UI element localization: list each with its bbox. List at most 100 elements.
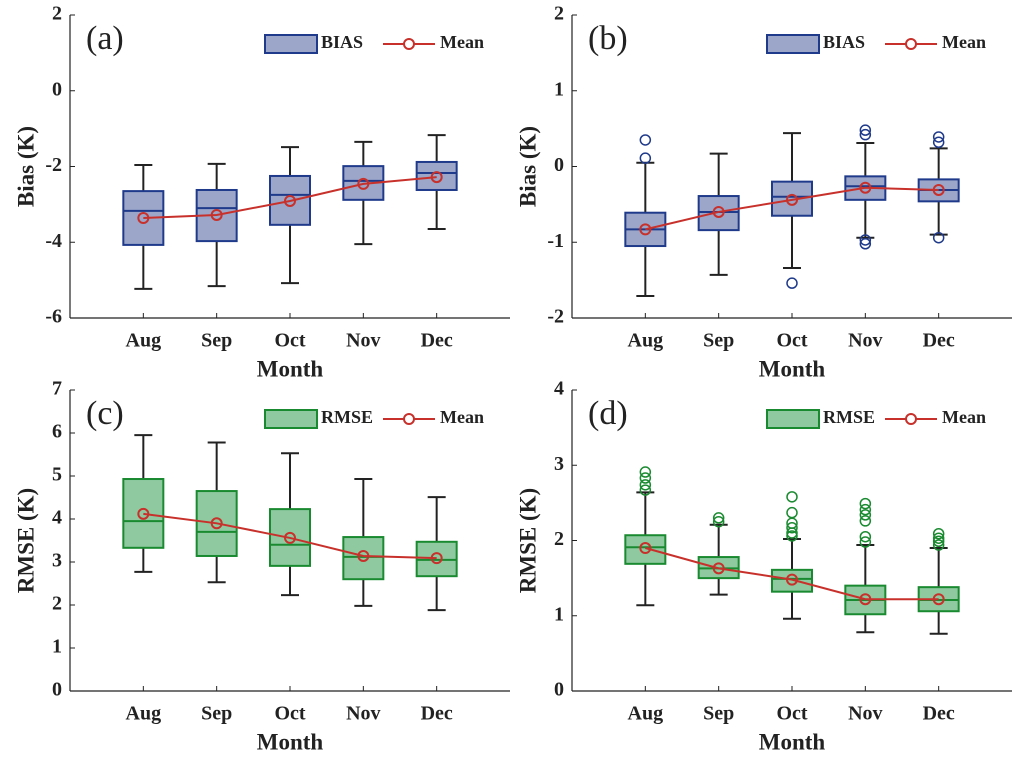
- mean-marker: [712, 205, 725, 218]
- y-tick-label: -1: [547, 230, 564, 252]
- y-tick-label: 1: [52, 636, 62, 658]
- box: [342, 536, 385, 581]
- legend-label: Mean: [440, 32, 484, 52]
- y-tick-label: 2: [52, 3, 62, 25]
- x-tick-label: Nov: [346, 330, 380, 352]
- legend-marker: [403, 413, 415, 425]
- x-tick-label: Sep: [703, 703, 734, 725]
- panel: 0 1 2 3 4 Aug Sep Oct Nov Dec Month RMSE (K) (d) RMSE…: [515, 378, 1012, 754]
- mean-marker: [357, 177, 370, 190]
- outlier: [932, 131, 945, 143]
- y-tick-label: 2: [554, 528, 564, 550]
- outlier: [859, 515, 872, 527]
- y-tick-label: 0: [52, 679, 62, 701]
- box: [624, 534, 667, 565]
- mean-marker: [786, 573, 798, 586]
- y-axis-title: Bias (K): [13, 126, 38, 207]
- x-tick-label: Sep: [201, 703, 232, 725]
- outlier: [859, 128, 872, 141]
- outlier: [932, 532, 945, 544]
- panel: -6 -4 -2 0 2 Aug Sep Oct Nov Dec Month Bias (K) (a) B…: [13, 3, 510, 381]
- outlier: [859, 503, 872, 516]
- x-tick-label: Sep: [703, 330, 734, 352]
- y-tick-label: 0: [52, 78, 62, 100]
- mean-line: [143, 512, 437, 560]
- y-tick-label: 4: [554, 378, 564, 400]
- outlier: [786, 277, 798, 289]
- x-tick-label: Dec: [421, 330, 453, 352]
- outlier: [639, 484, 652, 496]
- box: [415, 160, 458, 191]
- legend-swatch: [264, 409, 318, 429]
- panel-label: (c): [86, 395, 124, 432]
- outlier: [932, 136, 945, 149]
- outlier: [712, 512, 725, 524]
- mean-marker: [430, 171, 443, 184]
- outlier: [786, 506, 798, 519]
- y-tick-label: 3: [554, 453, 564, 475]
- legend-label: BIAS: [823, 32, 865, 52]
- mean-marker: [430, 552, 443, 565]
- outlier: [639, 466, 652, 478]
- x-tick-label: Aug: [628, 703, 664, 725]
- outlier: [786, 491, 798, 503]
- outlier: [932, 539, 945, 551]
- outlier: [639, 479, 652, 491]
- outlier: [859, 509, 872, 521]
- y-tick-label: 6: [52, 421, 62, 443]
- y-axis-title: RMSE (K): [13, 488, 38, 593]
- y-tick-label: 5: [52, 464, 62, 486]
- outlier: [786, 530, 798, 542]
- legend-label: BIAS: [321, 32, 363, 52]
- outlier: [639, 152, 652, 164]
- x-tick-label: Aug: [628, 330, 664, 352]
- mean-marker: [932, 593, 945, 606]
- outlier: [859, 530, 872, 543]
- mean-marker: [786, 193, 798, 206]
- x-tick-label: Dec: [923, 330, 955, 352]
- y-tick-label: 3: [52, 550, 62, 572]
- mean-marker: [859, 593, 872, 606]
- legend-marker: [905, 413, 917, 425]
- outlier: [932, 535, 945, 548]
- panel-label: (a): [86, 20, 124, 57]
- y-tick-label: -4: [45, 230, 62, 252]
- outlier: [639, 134, 652, 146]
- outlier: [859, 536, 872, 548]
- x-tick-label: Nov: [848, 330, 882, 352]
- x-tick-label: Sep: [201, 330, 232, 352]
- panel-label: (d): [588, 395, 628, 432]
- y-tick-label: -6: [45, 306, 62, 328]
- outlier: [859, 238, 872, 250]
- legend-label: Mean: [440, 407, 484, 427]
- legend-swatch: [766, 409, 820, 429]
- x-tick-label: Aug: [126, 330, 162, 352]
- mean-marker: [137, 212, 150, 225]
- mean-line: [645, 186, 939, 231]
- x-tick-label: Nov: [848, 703, 882, 725]
- x-tick-label: Oct: [776, 703, 807, 725]
- mean-marker: [639, 223, 652, 236]
- mean-marker: [639, 542, 652, 555]
- x-tick-label: Aug: [126, 703, 162, 725]
- legend-swatch: [264, 34, 318, 54]
- outlier: [639, 472, 652, 484]
- x-axis-title: Month: [257, 729, 324, 754]
- y-tick-label: 0: [554, 154, 564, 176]
- legend-marker: [905, 38, 917, 50]
- x-axis-title: Month: [759, 356, 826, 381]
- x-axis-title: Month: [759, 729, 826, 754]
- x-tick-label: Nov: [346, 703, 380, 725]
- x-axis-title: Month: [257, 356, 324, 381]
- box: [771, 180, 813, 217]
- legend-label: RMSE: [321, 407, 373, 427]
- mean-marker: [284, 194, 296, 207]
- outlier: [932, 527, 945, 540]
- y-axis-title: Bias (K): [515, 126, 540, 207]
- box: [697, 195, 740, 232]
- mean-marker: [932, 183, 945, 196]
- panel: -2 -1 0 1 2 Aug Sep Oct Nov Dec Month Bias (K) (b) BI…: [515, 3, 1012, 381]
- outlier: [859, 124, 872, 136]
- mean-line: [143, 176, 437, 220]
